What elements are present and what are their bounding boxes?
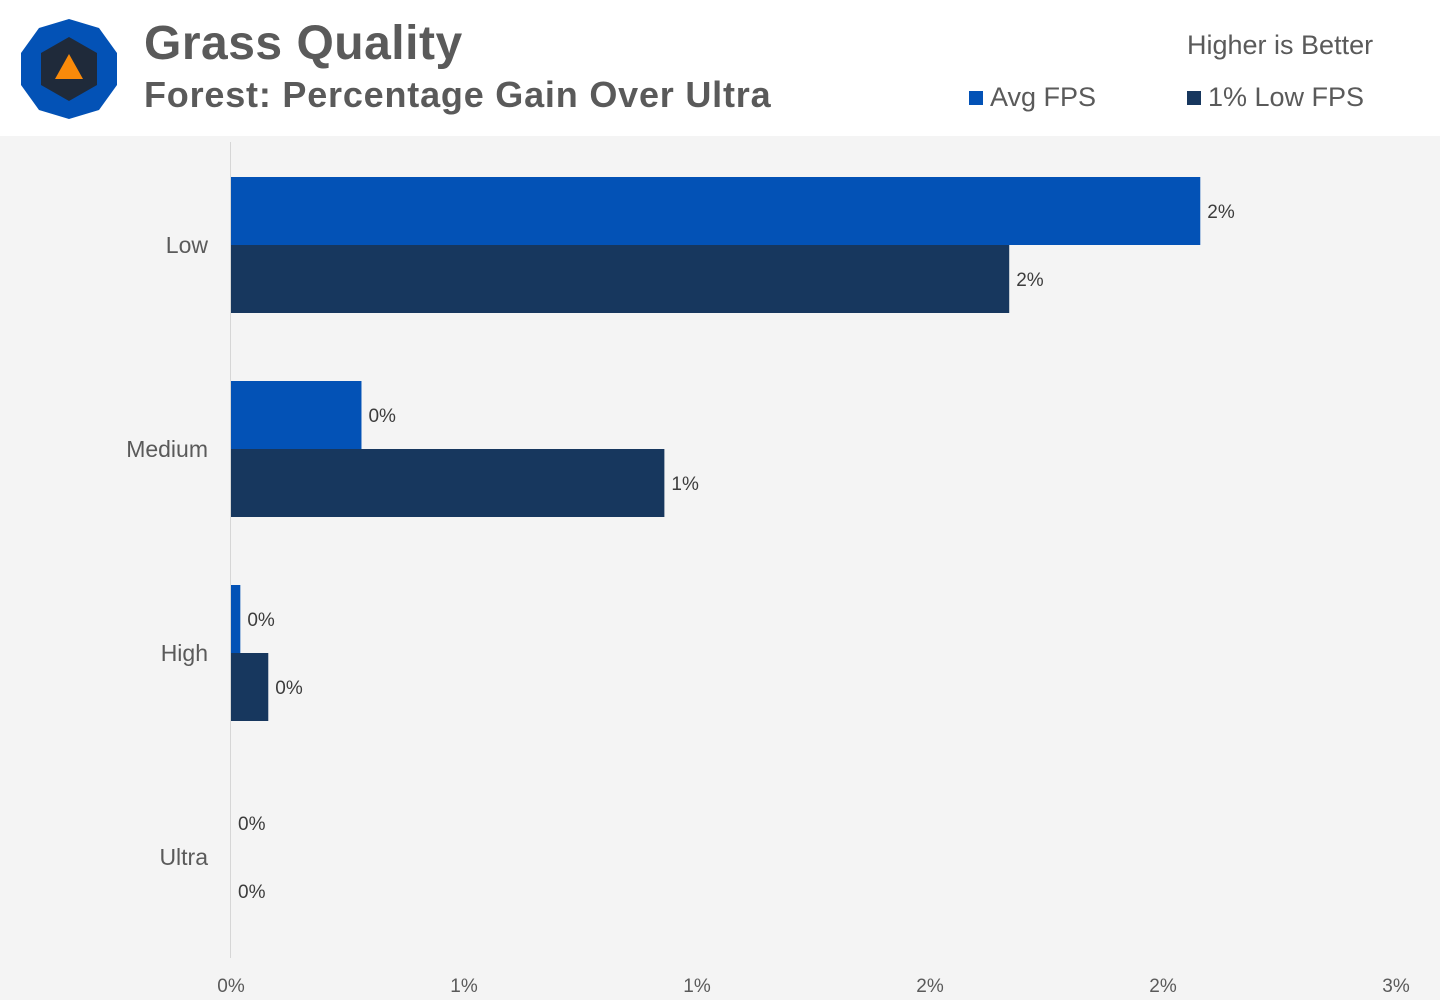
category-label: High — [161, 640, 208, 666]
category-label: Ultra — [159, 844, 208, 870]
data-label: 0% — [238, 814, 266, 835]
chart-subtitle: Forest: Percentage Gain Over Ultra — [144, 74, 772, 115]
chart-header: Grass Quality Forest: Percentage Gain Ov… — [0, 0, 1440, 136]
data-label: 2% — [1016, 270, 1044, 291]
x-tick-label: 1% — [450, 976, 478, 997]
data-label: 1% — [671, 474, 699, 495]
data-label: 2% — [1207, 202, 1235, 223]
higher-is-better-note: Higher is Better — [1187, 30, 1374, 60]
data-label: 0% — [238, 882, 266, 903]
x-tick-label: 3% — [1382, 976, 1410, 997]
x-tick-label: 0% — [217, 976, 245, 997]
data-label: 0% — [247, 610, 275, 631]
chart-title: Grass Quality — [144, 17, 463, 70]
legend-swatch-1pct-low-fps — [1187, 90, 1201, 105]
x-tick-label: 2% — [916, 976, 944, 997]
category-label: Low — [166, 232, 209, 258]
bar — [231, 381, 362, 449]
bar — [231, 177, 1201, 245]
data-label: 0% — [275, 678, 303, 699]
x-tick-label: 1% — [683, 976, 711, 997]
legend-swatch-avg-fps — [969, 90, 983, 105]
category-label: Medium — [126, 436, 208, 462]
legend-item-avg-fps: Avg FPS — [969, 82, 1096, 113]
bar — [231, 653, 269, 721]
bar — [231, 449, 665, 517]
legend-label-avg-fps: Avg FPS — [990, 82, 1097, 112]
bar — [231, 585, 241, 653]
legend-label-1pct-low-fps: 1% Low FPS — [1208, 82, 1365, 112]
site-logo-icon — [21, 19, 117, 119]
bar — [231, 245, 1010, 313]
data-label: 0% — [368, 406, 396, 427]
legend-item-1pct-low-fps: 1% Low FPS — [1187, 82, 1364, 113]
bar-chart: Low 2% 2% Medium 0% 1% High 0% 0% Ultra 0% 0% 0% 1% 1%… — [126, 142, 1410, 997]
x-tick-label: 2% — [1149, 976, 1177, 997]
